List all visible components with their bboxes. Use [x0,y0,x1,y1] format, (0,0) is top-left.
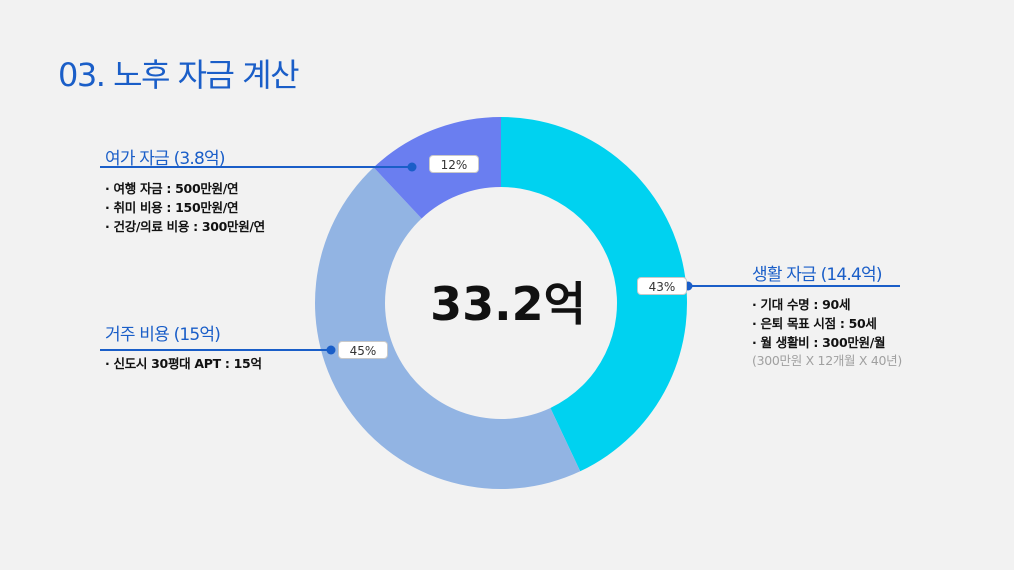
slice-housing-percent: 45% [338,341,388,359]
housing-connector-dot [326,345,336,355]
leisure-item: · 취미 비용 : 150만원/연 [105,200,239,215]
housing-heading: 거주 비용 (15억) [105,325,221,345]
slice-living-percent: 43% [637,277,687,295]
living-item: · 월 생활비 : 300만원/월 [752,335,886,350]
housing-item: · 신도시 30평대 APT : 15억 [105,356,262,371]
living-item: · 기대 수명 : 90세 [752,297,851,312]
leisure-connector-dot [407,162,417,172]
leisure-heading: 여가 자금 (3.8억) [105,149,226,169]
leisure-item: · 여행 자금 : 500만원/연 [105,181,239,196]
slice-living [501,117,687,472]
slice-leisure-percent: 12% [429,155,479,173]
leisure-item: · 건강/의료 비용 : 300만원/연 [105,219,265,234]
page-title: 03. 노후 자금 계산 [58,56,300,94]
living-callout: 생활 자금 (14.4억) · 기대 수명 : 90세 · 은퇴 목표 시점 :… [752,260,902,370]
total-amount-label: 33.2억 [430,277,586,331]
living-heading: 생활 자금 (14.4억) [752,265,883,285]
leisure-callout: 여가 자금 (3.8억) · 여행 자금 : 500만원/연 · 취미 비용 :… [105,144,265,236]
living-item: · 은퇴 목표 시점 : 50세 [752,316,877,331]
housing-callout: 거주 비용 (15억) · 신도시 30평대 APT : 15억 [105,320,262,373]
slice-housing [315,167,581,489]
living-calc-note: (300만원 X 12개월 X 40년) [752,353,902,368]
